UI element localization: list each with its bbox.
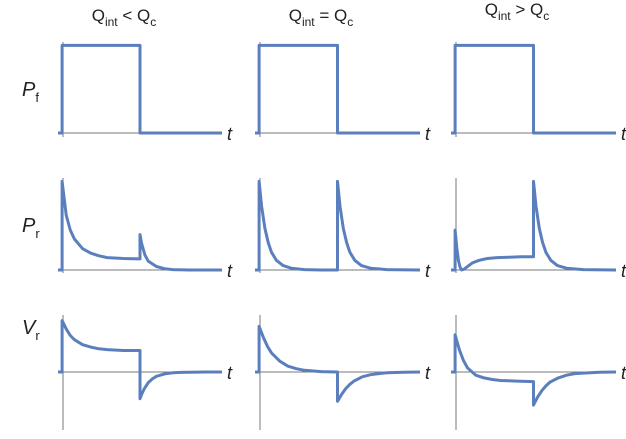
series-line-pf <box>451 43 616 135</box>
row-label-vr: Vr <box>22 317 40 343</box>
series-line-vr <box>58 319 222 401</box>
time-axis-label: t <box>425 124 431 144</box>
time-axis-label: t <box>227 124 233 144</box>
time-axis-label: t <box>621 124 626 144</box>
series-line-pr <box>58 179 222 272</box>
series-line-pf <box>255 43 420 135</box>
series-line-pr <box>451 179 617 272</box>
column-title-3: Qint > Qc <box>485 0 550 23</box>
column-title-2: Qint = Qc <box>289 6 354 29</box>
time-axis-label: t <box>425 261 431 281</box>
panel-vr-qint-less: t <box>58 315 233 430</box>
row-label-pf: Pf <box>22 79 39 105</box>
time-axis-label: t <box>621 261 626 281</box>
panel-pf-qint-greater: t <box>451 42 626 144</box>
panel-vr-qint-equal: t <box>255 315 431 430</box>
series-line-vr <box>451 333 617 407</box>
series-line-pr <box>255 179 421 272</box>
row-label-pr: Pr <box>22 215 40 241</box>
series-line-pf <box>58 43 222 135</box>
series-line-vr <box>255 324 421 403</box>
time-axis-label: t <box>425 363 431 383</box>
panel-pr-qint-less: t <box>58 178 233 281</box>
time-axis-label: t <box>227 363 233 383</box>
panel-pf-qint-equal: t <box>255 42 431 144</box>
panel-pf-qint-less: t <box>58 42 233 144</box>
time-axis-label: t <box>621 363 626 383</box>
panel-vr-qint-greater: t <box>451 315 626 430</box>
panel-pr-qint-equal: t <box>255 178 431 281</box>
time-axis-label: t <box>227 261 233 281</box>
panel-pr-qint-greater: t <box>451 178 626 281</box>
column-title-1: Qint < Qc <box>92 6 157 29</box>
